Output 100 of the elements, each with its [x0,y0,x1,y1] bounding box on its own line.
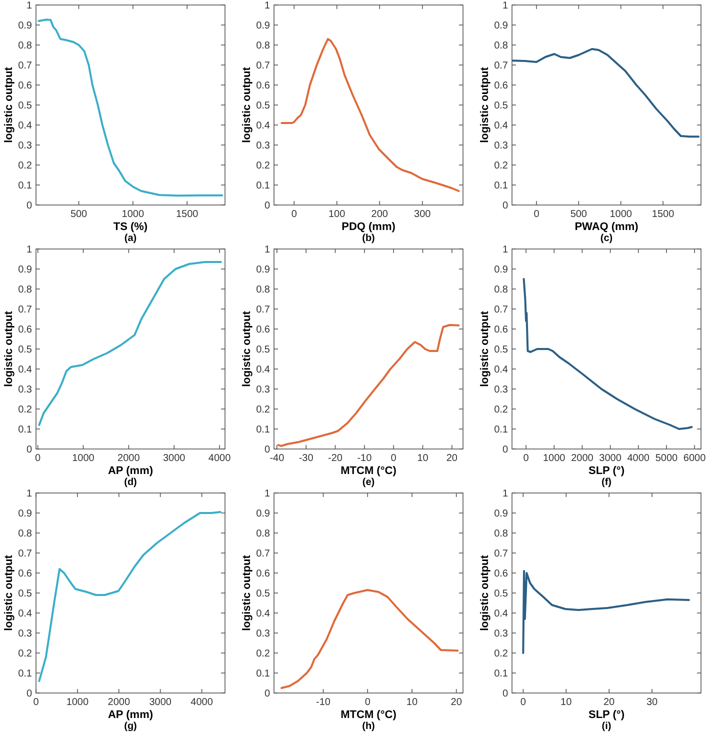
x-tick-label: 1000 [122,209,144,220]
y-tick-label: 0.2 [494,160,508,172]
y-tick-label: 0.6 [494,80,508,92]
x-tick-label: 3000 [162,453,186,464]
x-tick-label: 3000 [599,453,622,464]
y-tick-label: 0.3 [18,384,32,396]
y-tick-label: 0.4 [494,120,508,132]
x-tick-label: 2000 [108,697,130,708]
y-tick-label: 0.2 [18,160,32,172]
text: (c) [600,233,613,244]
x-tick-label: 0 [390,453,397,464]
y-tick-label: 0.7 [18,60,32,72]
y-tick-label: 1 [264,0,270,12]
x-tick-label: -40 [270,453,285,464]
y-tick-label: 0 [264,688,270,700]
y-tick-label: 0.3 [256,628,270,640]
y-tick-label: 0.1 [256,668,270,680]
y-axis-title: logistic output [3,310,15,387]
y-tick-label: 0.1 [256,180,270,192]
text: (h) [362,721,375,732]
text: (d) [124,477,137,488]
x-tick-label: 1500 [652,209,675,220]
x-tick-label: 4000 [190,697,214,708]
x-axis-title: PWAQ (mm) [574,221,639,233]
x-axis-title: SLP (°) [588,465,625,477]
x-tick-label: 0 [291,209,298,220]
x-tick-label: 0 [523,453,530,464]
y-tick-label: 0.6 [18,324,32,336]
y-tick-label: 0.3 [494,384,508,396]
y-tick-label: 0.6 [256,324,270,336]
y-tick-label: 0.3 [494,628,508,640]
y-tick-label: 0.9 [18,264,32,276]
y-tick-label: 0.9 [494,264,508,276]
x-tick-label: 1500 [176,209,199,220]
text: (g) [124,721,137,732]
y-tick-label: 1 [502,488,508,500]
y-tick-label: 0.4 [494,608,508,620]
x-tick-label: -10 [357,453,372,464]
y-tick-label: 0.4 [256,120,270,132]
y-tick-label: 0 [264,444,270,456]
y-tick-label: 0 [264,200,270,212]
y-tick-label: 0.8 [18,284,32,296]
x-tick-label: 20 [604,697,616,708]
y-tick-label: 0.6 [494,568,508,580]
x-tick-label: 0 [35,453,42,464]
y-tick-label: 1 [502,244,508,256]
y-tick-label: 0 [26,688,32,700]
y-tick-label: 0.3 [18,628,32,640]
y-tick-label: 0 [26,200,32,212]
x-axis-title: AP (mm) [108,709,154,721]
y-tick-label: 0.6 [18,568,32,580]
y-tick-label: 0.1 [494,668,508,680]
y-tick-label: 0.1 [18,668,32,680]
text: (b) [362,233,375,244]
x-tick-label: 0 [534,209,540,220]
line-series [38,18,224,197]
y-tick-label: 1 [26,0,32,12]
line-series [38,511,222,682]
y-tick-label: 0.1 [256,424,270,436]
y-tick-label: 0.3 [256,140,270,152]
y-tick-label: 0.7 [256,60,270,72]
y-tick-label: 0.4 [256,608,270,620]
y-tick-label: 0.5 [494,100,508,112]
y-tick-label: 0.4 [18,364,32,376]
y-tick-label: 0.3 [494,140,508,152]
y-tick-label: 0.6 [256,568,270,580]
y-tick-label: 0.9 [256,264,270,276]
y-tick-label: 0.7 [256,304,270,316]
line-series [522,278,693,430]
y-tick-label: 0.2 [494,648,508,660]
x-tick-label: 2000 [571,453,594,464]
text: (e) [362,477,375,488]
y-tick-label: 0.8 [256,528,270,540]
y-tick-label: 0.2 [256,160,270,172]
x-tick-label: 4000 [208,453,232,464]
x-tick-label: 5000 [655,453,678,464]
y-tick-label: 0.8 [256,284,270,296]
x-axis-title: MTCM (°C) [340,709,397,721]
line-series [277,324,460,447]
y-tick-label: 0.9 [256,508,270,520]
y-tick-label: 0.9 [18,20,32,32]
y-tick-label: 0.9 [494,20,508,32]
y-tick-label: 0.4 [256,364,270,376]
y-tick-label: 0.4 [494,364,508,376]
y-tick-label: 0.3 [18,140,32,152]
x-axis-title: SLP (°) [588,709,625,721]
y-axis-title: logistic output [3,66,15,143]
y-tick-label: 0.2 [18,404,32,416]
y-tick-label: 0.4 [18,120,32,132]
y-tick-label: 0 [26,444,32,456]
y-tick-label: 0.9 [494,508,508,520]
y-tick-label: 0.9 [18,508,32,520]
y-tick-label: 0.1 [18,180,32,192]
y-tick-label: 0.5 [18,100,32,112]
x-tick-label: -30 [298,453,314,464]
x-tick-label: 6000 [683,453,706,464]
y-tick-label: 0.2 [256,648,270,660]
x-tick-label: 0 [364,697,371,708]
y-tick-label: 0.6 [494,324,508,336]
y-tick-label: 0.5 [494,344,508,356]
